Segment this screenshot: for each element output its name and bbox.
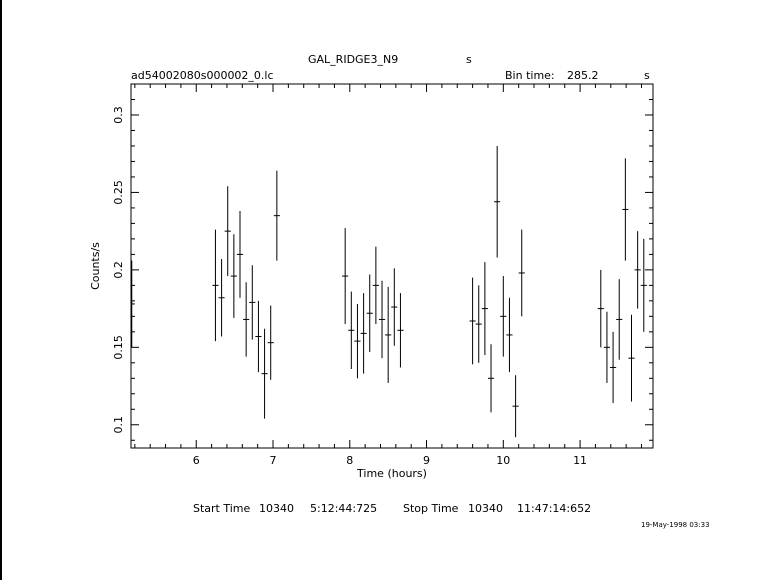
data-point <box>622 158 629 261</box>
start-day: 10340 <box>259 502 294 515</box>
data-point <box>255 300 262 373</box>
stop-time-label: Stop Time <box>403 502 459 515</box>
plot-frame <box>130 83 654 449</box>
data-point <box>469 277 476 365</box>
y-axis-label: Counts/s <box>89 242 102 290</box>
timestamp: 19-May-1998 03:33 <box>641 521 710 529</box>
data-point <box>354 303 361 379</box>
x-tick-label: 10 <box>496 454 510 467</box>
x-tick-label: 6 <box>193 454 200 467</box>
chart-title: GAL_RIDGE3_N9 <box>308 53 399 66</box>
y-tick-label: 0.3 <box>112 106 125 124</box>
y-tick-label: 0.15 <box>112 335 125 360</box>
data-point <box>634 231 641 309</box>
title-unit: s <box>466 53 472 66</box>
data-point <box>224 186 231 277</box>
start-time: 5:12:44:725 <box>310 502 378 515</box>
x-tick-label: 7 <box>270 454 277 467</box>
data-point <box>273 170 280 261</box>
data-point <box>230 234 237 318</box>
x-axis: 6 7 8 9 10 11 <box>134 84 642 467</box>
data-point <box>616 279 623 360</box>
data-point <box>261 328 268 419</box>
file-name: ad54002080s000002_0.lc <box>131 69 274 82</box>
data-point <box>397 293 404 368</box>
x-tick-label: 9 <box>423 454 430 467</box>
x-axis-label: Time (hours) <box>356 467 427 480</box>
data-point <box>610 331 617 404</box>
data-point <box>628 314 635 402</box>
data-point <box>475 285 482 363</box>
y-tick-label: 0.25 <box>112 180 125 205</box>
data-point <box>640 238 647 332</box>
stop-day: 10340 <box>468 502 503 515</box>
data-point <box>500 276 507 357</box>
bin-time-value: 285.2 <box>567 69 599 82</box>
data-point <box>603 311 611 383</box>
data-point <box>481 262 488 356</box>
y-tick-label: 0.1 <box>112 416 125 434</box>
data-point <box>391 268 398 346</box>
data-point <box>267 305 274 380</box>
x-tick-label: 11 <box>573 454 587 467</box>
y-tick-label: 0.2 <box>112 261 125 279</box>
data-point <box>218 259 225 337</box>
data-point <box>506 297 513 373</box>
x-tick-label: 8 <box>346 454 353 467</box>
bin-time-unit: s <box>644 69 650 82</box>
y-axis: 0.1 0.15 0.2 0.25 0.3 <box>112 83 653 441</box>
data-point <box>360 293 367 374</box>
data-point <box>236 211 244 298</box>
left-border <box>0 0 2 580</box>
data-point <box>212 229 219 342</box>
data-point <box>249 265 256 340</box>
data-point <box>512 375 519 438</box>
data-points <box>131 145 647 438</box>
stop-time: 11:47:14:652 <box>517 502 592 515</box>
data-point <box>597 269 604 348</box>
data-point <box>385 286 392 383</box>
bin-time-label: Bin time: <box>505 69 555 82</box>
data-point <box>378 280 386 359</box>
data-point <box>131 260 135 348</box>
data-point <box>494 145 501 258</box>
data-point <box>348 291 355 370</box>
data-point <box>487 344 495 413</box>
data-point <box>243 282 250 357</box>
data-point <box>518 229 525 317</box>
data-point <box>342 228 349 325</box>
start-time-label: Start Time <box>193 502 251 515</box>
data-point <box>366 274 373 352</box>
data-point <box>372 246 379 325</box>
